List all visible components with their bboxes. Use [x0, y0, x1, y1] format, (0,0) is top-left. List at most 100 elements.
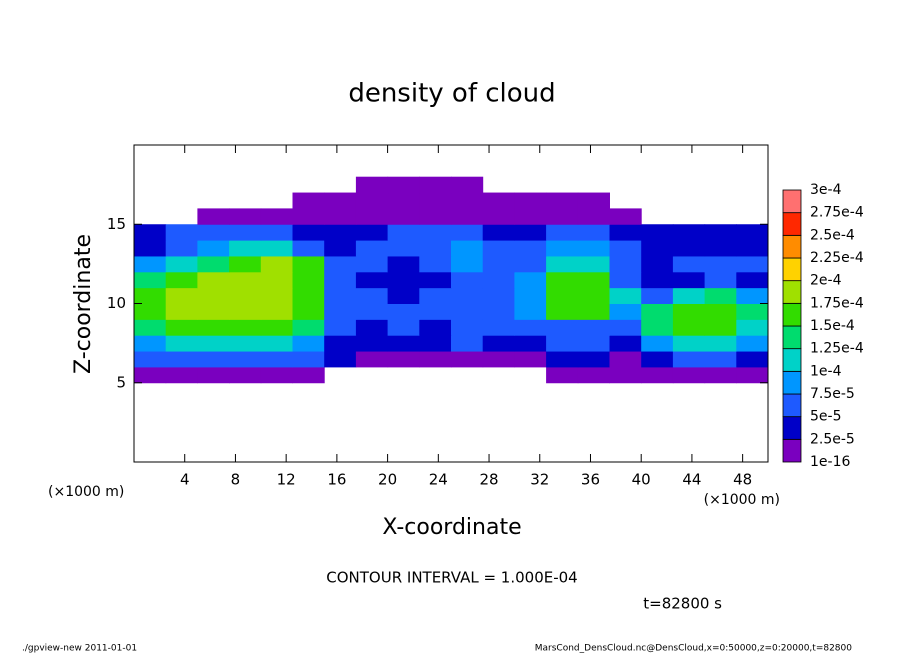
cell [609, 366, 642, 384]
cell [324, 351, 357, 368]
cell [736, 255, 769, 273]
colorbar-box [782, 234, 802, 259]
cell [292, 255, 325, 273]
cell [672, 224, 706, 241]
colorbar-box [782, 189, 802, 214]
colorbar-label: 1.75e-4 [810, 295, 864, 311]
cell [355, 335, 389, 352]
cell [736, 287, 769, 304]
cell [451, 303, 484, 320]
colorbar-box [782, 325, 802, 350]
cell [482, 319, 515, 336]
cell [546, 240, 579, 257]
cell [419, 335, 452, 352]
cell [134, 303, 167, 320]
cell [482, 335, 515, 352]
cell [260, 366, 293, 384]
cell [482, 351, 515, 368]
colorbar-box [782, 438, 802, 463]
cell [292, 303, 325, 320]
cell [229, 240, 262, 257]
colorbar-box [782, 212, 802, 236]
colorbar-box [782, 393, 802, 418]
cell [419, 351, 452, 368]
cell [165, 351, 198, 368]
cell [546, 319, 579, 336]
x-tick-label: 36 [581, 471, 600, 489]
cell [229, 224, 262, 241]
cell [641, 366, 674, 384]
cell [355, 240, 389, 257]
cell [609, 335, 642, 352]
cell [260, 271, 293, 289]
cell [546, 271, 579, 289]
cell [260, 287, 293, 304]
cell [165, 255, 198, 273]
cell [197, 366, 230, 384]
cell [355, 208, 389, 225]
cell [419, 271, 452, 289]
cell [165, 271, 198, 289]
cell [260, 335, 293, 352]
cell [704, 303, 737, 320]
cell [292, 224, 325, 241]
cell [577, 240, 610, 257]
cell [641, 335, 674, 352]
cell [355, 255, 389, 273]
cell [546, 366, 579, 384]
cell [229, 351, 262, 368]
cell [134, 335, 167, 352]
cell [387, 208, 420, 225]
cell [704, 255, 737, 273]
cell [451, 271, 484, 289]
cell [260, 255, 293, 273]
x-axis-label: X-coordinate [382, 515, 521, 540]
cell [260, 224, 293, 241]
cell [355, 224, 389, 241]
cell [387, 319, 420, 336]
cell [165, 303, 198, 320]
cell [292, 366, 325, 384]
x-tick-label: 32 [530, 471, 549, 489]
x-tick-label: 48 [733, 471, 752, 489]
cell [482, 240, 515, 257]
colorbar-box [782, 302, 802, 327]
cell [134, 224, 167, 241]
cell [229, 208, 262, 225]
x-tick-label: 8 [231, 471, 241, 489]
cell [514, 192, 547, 209]
cell [165, 287, 198, 304]
cell [324, 303, 357, 320]
cell [355, 287, 389, 304]
cell [419, 224, 452, 241]
cell [355, 271, 389, 289]
cell [736, 335, 769, 352]
cell [387, 335, 420, 352]
cell [514, 224, 547, 241]
x-tick-label: 12 [277, 471, 296, 489]
cell [260, 208, 293, 225]
cell [641, 240, 674, 257]
cell [419, 192, 452, 209]
cell [324, 255, 357, 273]
cell [609, 208, 642, 225]
cell [546, 255, 579, 273]
cell [672, 303, 706, 320]
cell [704, 351, 737, 368]
colorbar-label: 3e-4 [810, 182, 842, 198]
colorbar-label: 1.25e-4 [810, 341, 864, 357]
cell [609, 287, 642, 304]
colorbar-label: 2.75e-4 [810, 205, 864, 221]
colorbar-label: 2.5e-4 [810, 227, 855, 243]
chart-title: density of cloud [348, 79, 555, 109]
cell [514, 208, 547, 225]
cell [165, 319, 198, 336]
cell [197, 287, 230, 304]
cell [229, 287, 262, 304]
x-tick-label: 40 [632, 471, 651, 489]
footer: ./gpview-new 2011-01-01 [22, 644, 137, 654]
x-tick-label: 16 [327, 471, 346, 489]
cell [197, 271, 230, 289]
cell [451, 192, 484, 209]
cell [419, 240, 452, 257]
